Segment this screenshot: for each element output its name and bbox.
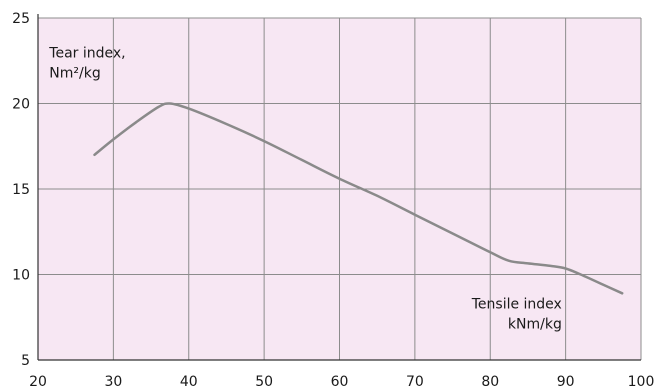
grid [38, 17, 642, 360]
series-line-0 [93, 102, 624, 295]
y-tick-label-20: 20 [12, 97, 30, 113]
x-tick-label-80: 80 [481, 374, 499, 390]
y-tick-label-10: 10 [12, 268, 30, 284]
annotation-1-line-1: kNm/kg [508, 317, 562, 333]
y-tick-label-15: 15 [12, 182, 30, 198]
y-tick-label-5: 5 [21, 353, 30, 369]
series-group [93, 102, 624, 295]
x-tick-label-60: 60 [331, 374, 349, 390]
x-tick-label-50: 50 [255, 374, 273, 390]
annotation-1-line-0: Tensile index [471, 297, 562, 313]
axes [37, 14, 641, 361]
y-tick-label-25: 25 [12, 11, 30, 27]
x-tick-label-90: 90 [557, 374, 575, 390]
x-tick-label-40: 40 [180, 374, 198, 390]
annotations: Tear index, Nm²/kg Tensile index kNm/kg [48, 45, 562, 332]
x-tick-label-70: 70 [406, 374, 424, 390]
x-tick-label-30: 30 [104, 374, 122, 390]
x-tick-label-20: 20 [29, 374, 47, 390]
x-tick-labels: 20 30 40 50 60 70 80 90 100 [29, 374, 654, 390]
y-tick-labels: 5 10 15 20 25 [12, 11, 30, 369]
annotation-0-line-0: Tear index, [48, 45, 125, 61]
annotation-0-line-1: Nm²/kg [49, 65, 100, 81]
x-tick-label-100: 100 [628, 374, 655, 390]
